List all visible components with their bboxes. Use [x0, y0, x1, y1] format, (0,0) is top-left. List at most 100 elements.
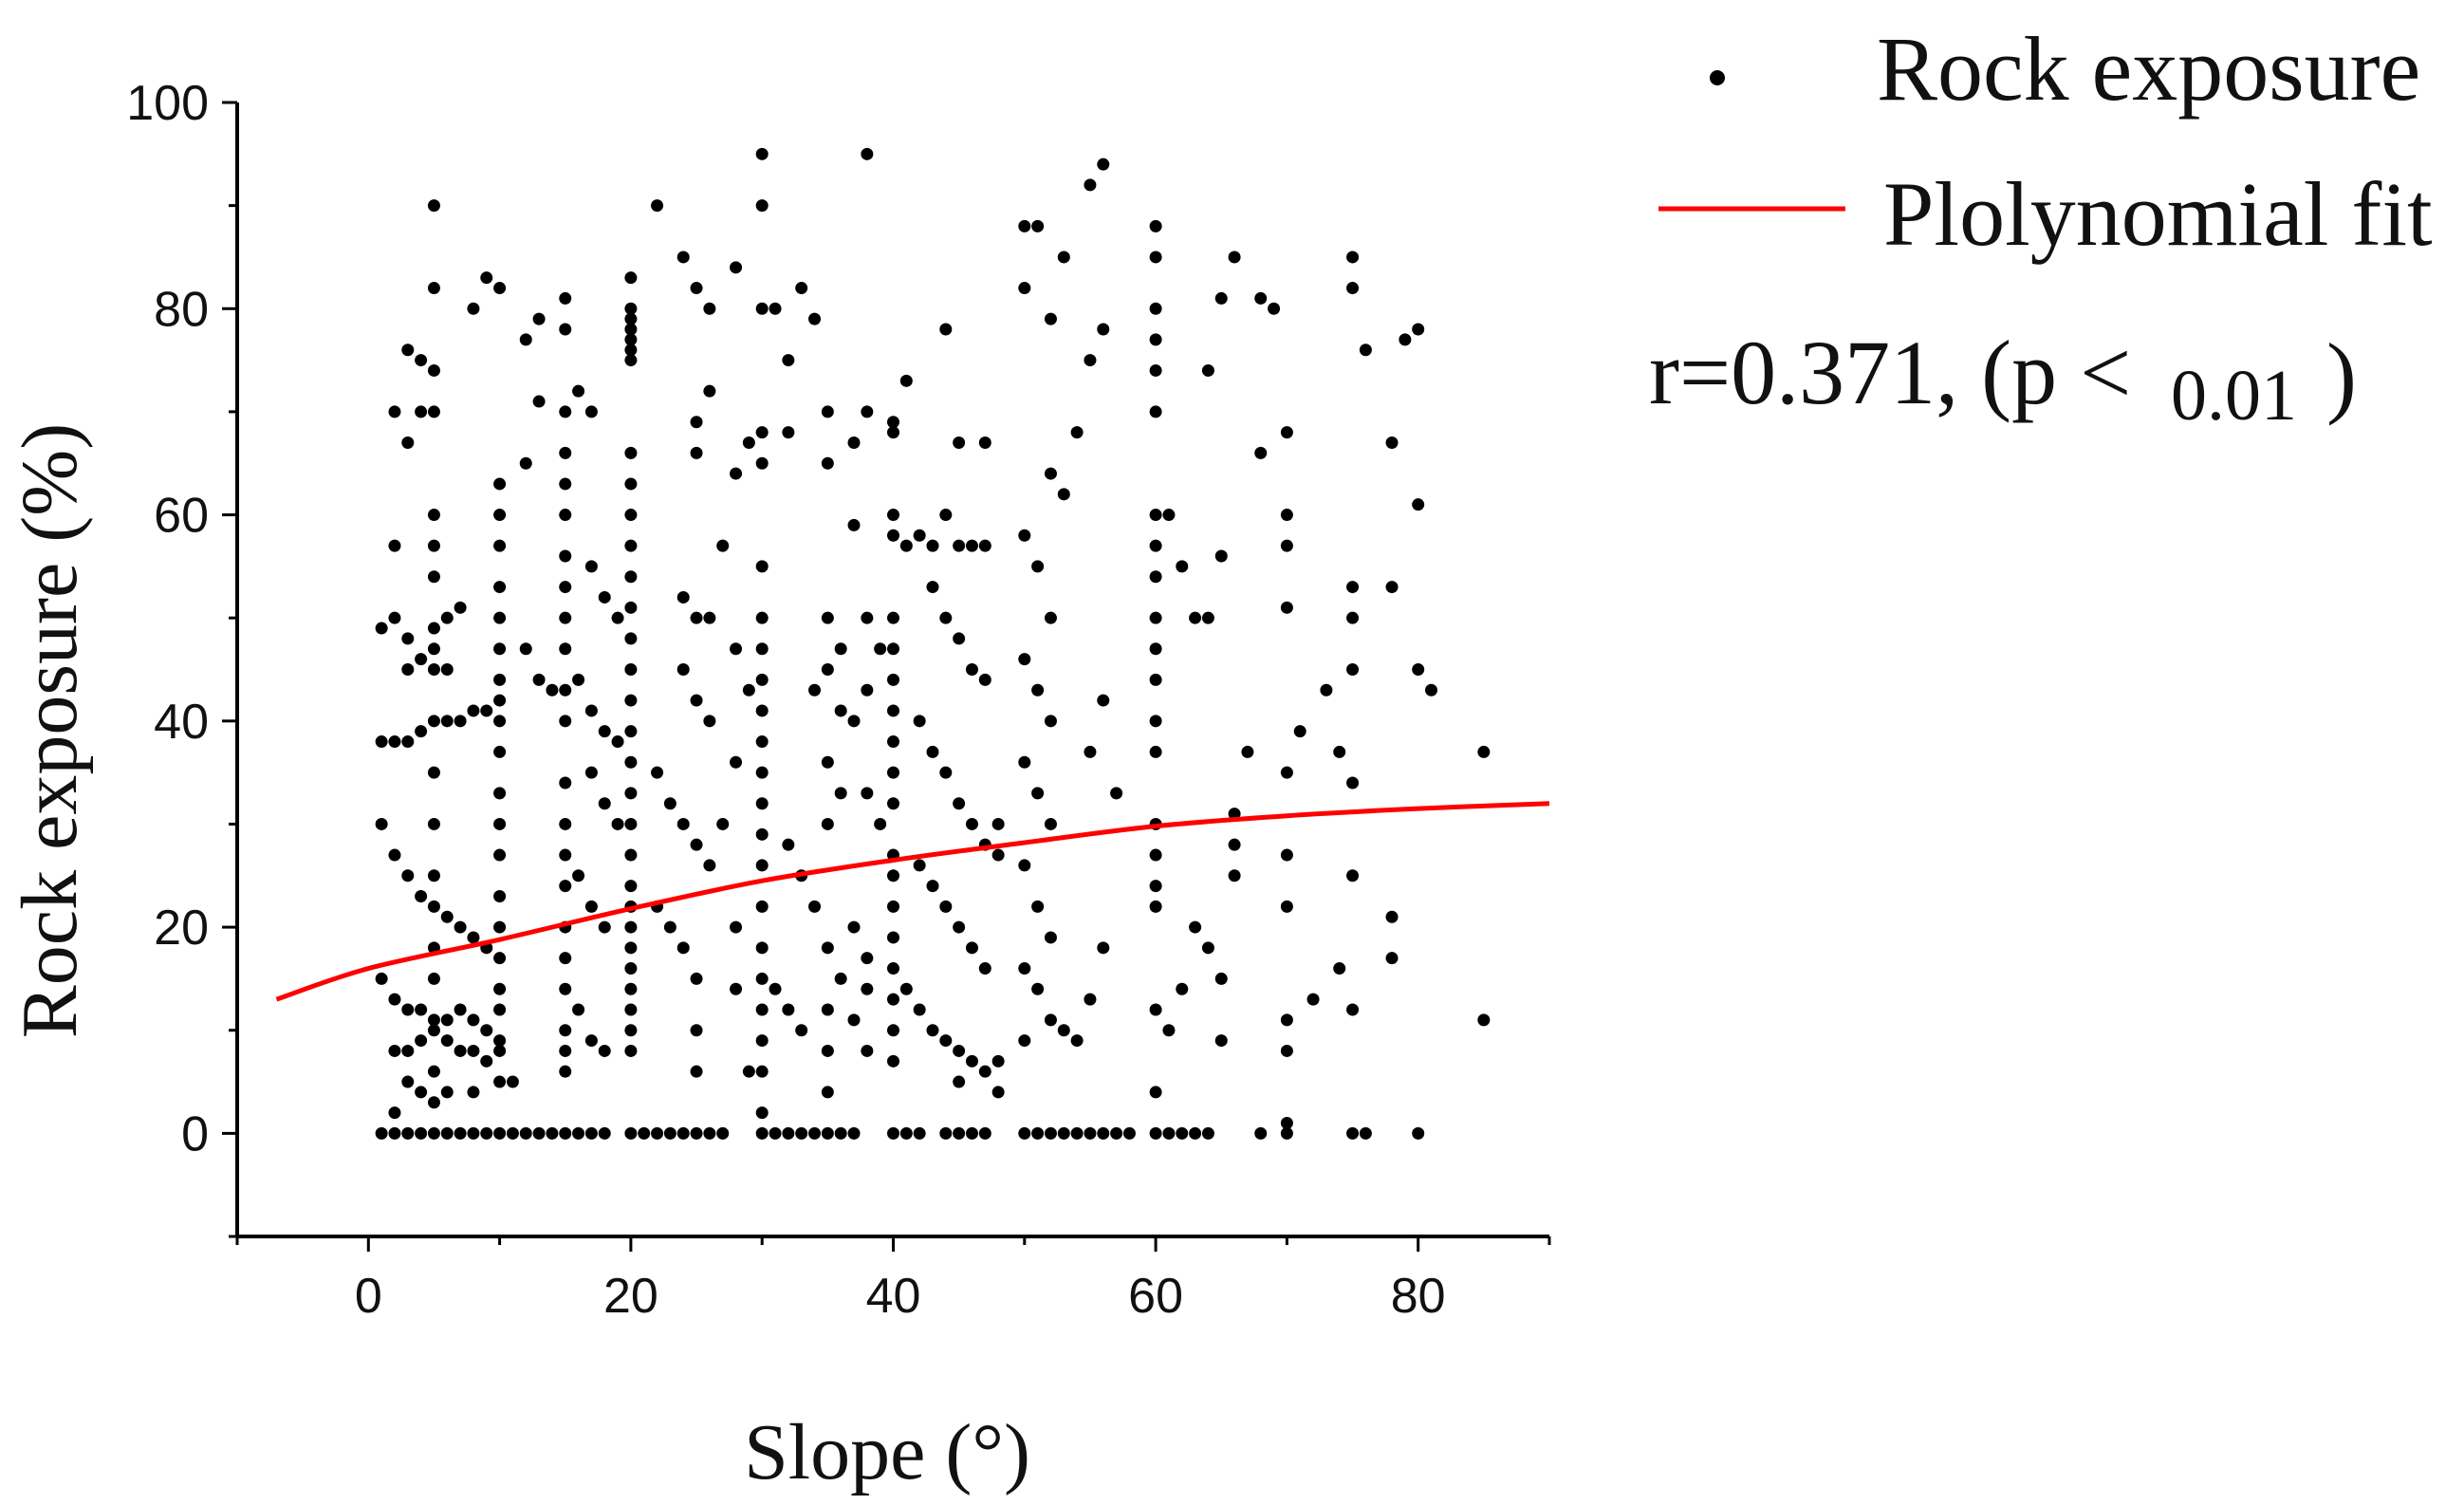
- data-point: [861, 1044, 874, 1057]
- data-point: [755, 147, 769, 160]
- data-point: [624, 1003, 638, 1016]
- data-point: [926, 539, 939, 552]
- data-point: [440, 611, 454, 624]
- data-point: [861, 787, 874, 800]
- data-point: [559, 446, 572, 459]
- legend-label-polynomial-fit: Plolynomial fit: [1883, 163, 2433, 265]
- data-point: [1359, 1126, 1372, 1140]
- data-point: [440, 663, 454, 676]
- data-point: [401, 1003, 415, 1016]
- data-point: [834, 642, 847, 656]
- data-point: [965, 1126, 978, 1140]
- data-point: [1280, 426, 1293, 439]
- data-point: [493, 982, 507, 995]
- data-point: [808, 1126, 822, 1140]
- data-point: [676, 1126, 690, 1140]
- data-point: [913, 529, 926, 542]
- data-point: [821, 1044, 834, 1057]
- data-point: [926, 880, 939, 893]
- data-point: [899, 1126, 913, 1140]
- data-point: [1241, 745, 1254, 758]
- data-point: [1359, 344, 1372, 357]
- data-point: [1097, 694, 1110, 707]
- data-point: [953, 437, 966, 449]
- data-point: [1412, 1126, 1425, 1140]
- data-point: [755, 1126, 769, 1140]
- data-point: [663, 797, 676, 810]
- data-point: [874, 642, 887, 656]
- data-point: [611, 735, 624, 749]
- data-point: [651, 766, 664, 779]
- data-point: [1057, 488, 1070, 501]
- data-point: [1044, 1126, 1057, 1140]
- data-point: [821, 941, 834, 955]
- data-point: [454, 601, 467, 614]
- data-point: [887, 704, 899, 717]
- data-point: [1149, 611, 1162, 624]
- data-point: [506, 1126, 519, 1140]
- data-point: [1346, 282, 1360, 295]
- data-point: [1228, 869, 1241, 883]
- data-point: [1333, 745, 1346, 758]
- data-point: [1176, 1126, 1189, 1140]
- data-point: [440, 715, 454, 728]
- data-point: [427, 869, 440, 883]
- data-point: [703, 859, 716, 872]
- data-point: [1254, 291, 1268, 305]
- data-point: [1149, 570, 1162, 584]
- data-point: [532, 673, 546, 686]
- data-point: [821, 1126, 834, 1140]
- data-point: [1097, 323, 1110, 336]
- data-point: [1097, 158, 1110, 171]
- data-point: [519, 333, 532, 346]
- data-point: [493, 611, 507, 624]
- data-point: [427, 663, 440, 676]
- data-point: [1044, 715, 1057, 728]
- data-point: [1149, 509, 1162, 522]
- data-point: [493, 715, 507, 728]
- correlation-prefix: r=0.371, (p <: [1649, 322, 2131, 423]
- data-point: [559, 848, 572, 862]
- data-point: [401, 437, 415, 449]
- data-point: [755, 766, 769, 779]
- data-point: [1149, 302, 1162, 315]
- data-point: [584, 766, 598, 779]
- data-point: [939, 611, 953, 624]
- data-point: [559, 683, 572, 697]
- data-point: [953, 1044, 966, 1057]
- data-point: [1477, 745, 1491, 758]
- data-point: [427, 1096, 440, 1109]
- data-point: [401, 1044, 415, 1057]
- data-point: [1018, 755, 1031, 769]
- data-point: [1254, 1126, 1268, 1140]
- data-point: [782, 838, 795, 851]
- data-point: [1346, 869, 1360, 883]
- data-point: [1149, 539, 1162, 552]
- data-point: [427, 199, 440, 213]
- data-point: [755, 1003, 769, 1016]
- data-point: [939, 766, 953, 779]
- data-point: [1176, 982, 1189, 995]
- data-point: [1097, 1126, 1110, 1140]
- data-point: [834, 972, 847, 985]
- data-point: [493, 817, 507, 830]
- data-point: [559, 715, 572, 728]
- legend-label-rock-exposure: Rock exposure: [1877, 18, 2420, 120]
- data-point: [755, 673, 769, 686]
- data-point: [480, 1054, 493, 1068]
- data-point: [1018, 219, 1031, 232]
- data-point: [861, 952, 874, 965]
- data-point: [611, 611, 624, 624]
- data-point: [861, 147, 874, 160]
- data-point: [480, 1024, 493, 1037]
- data-point: [559, 477, 572, 491]
- data-point: [440, 1086, 454, 1099]
- data-point: [454, 920, 467, 934]
- data-point: [887, 509, 899, 522]
- data-point: [1044, 467, 1057, 480]
- data-point: [913, 1126, 926, 1140]
- data-point: [1149, 251, 1162, 264]
- data-point: [572, 384, 585, 398]
- data-point: [598, 1044, 611, 1057]
